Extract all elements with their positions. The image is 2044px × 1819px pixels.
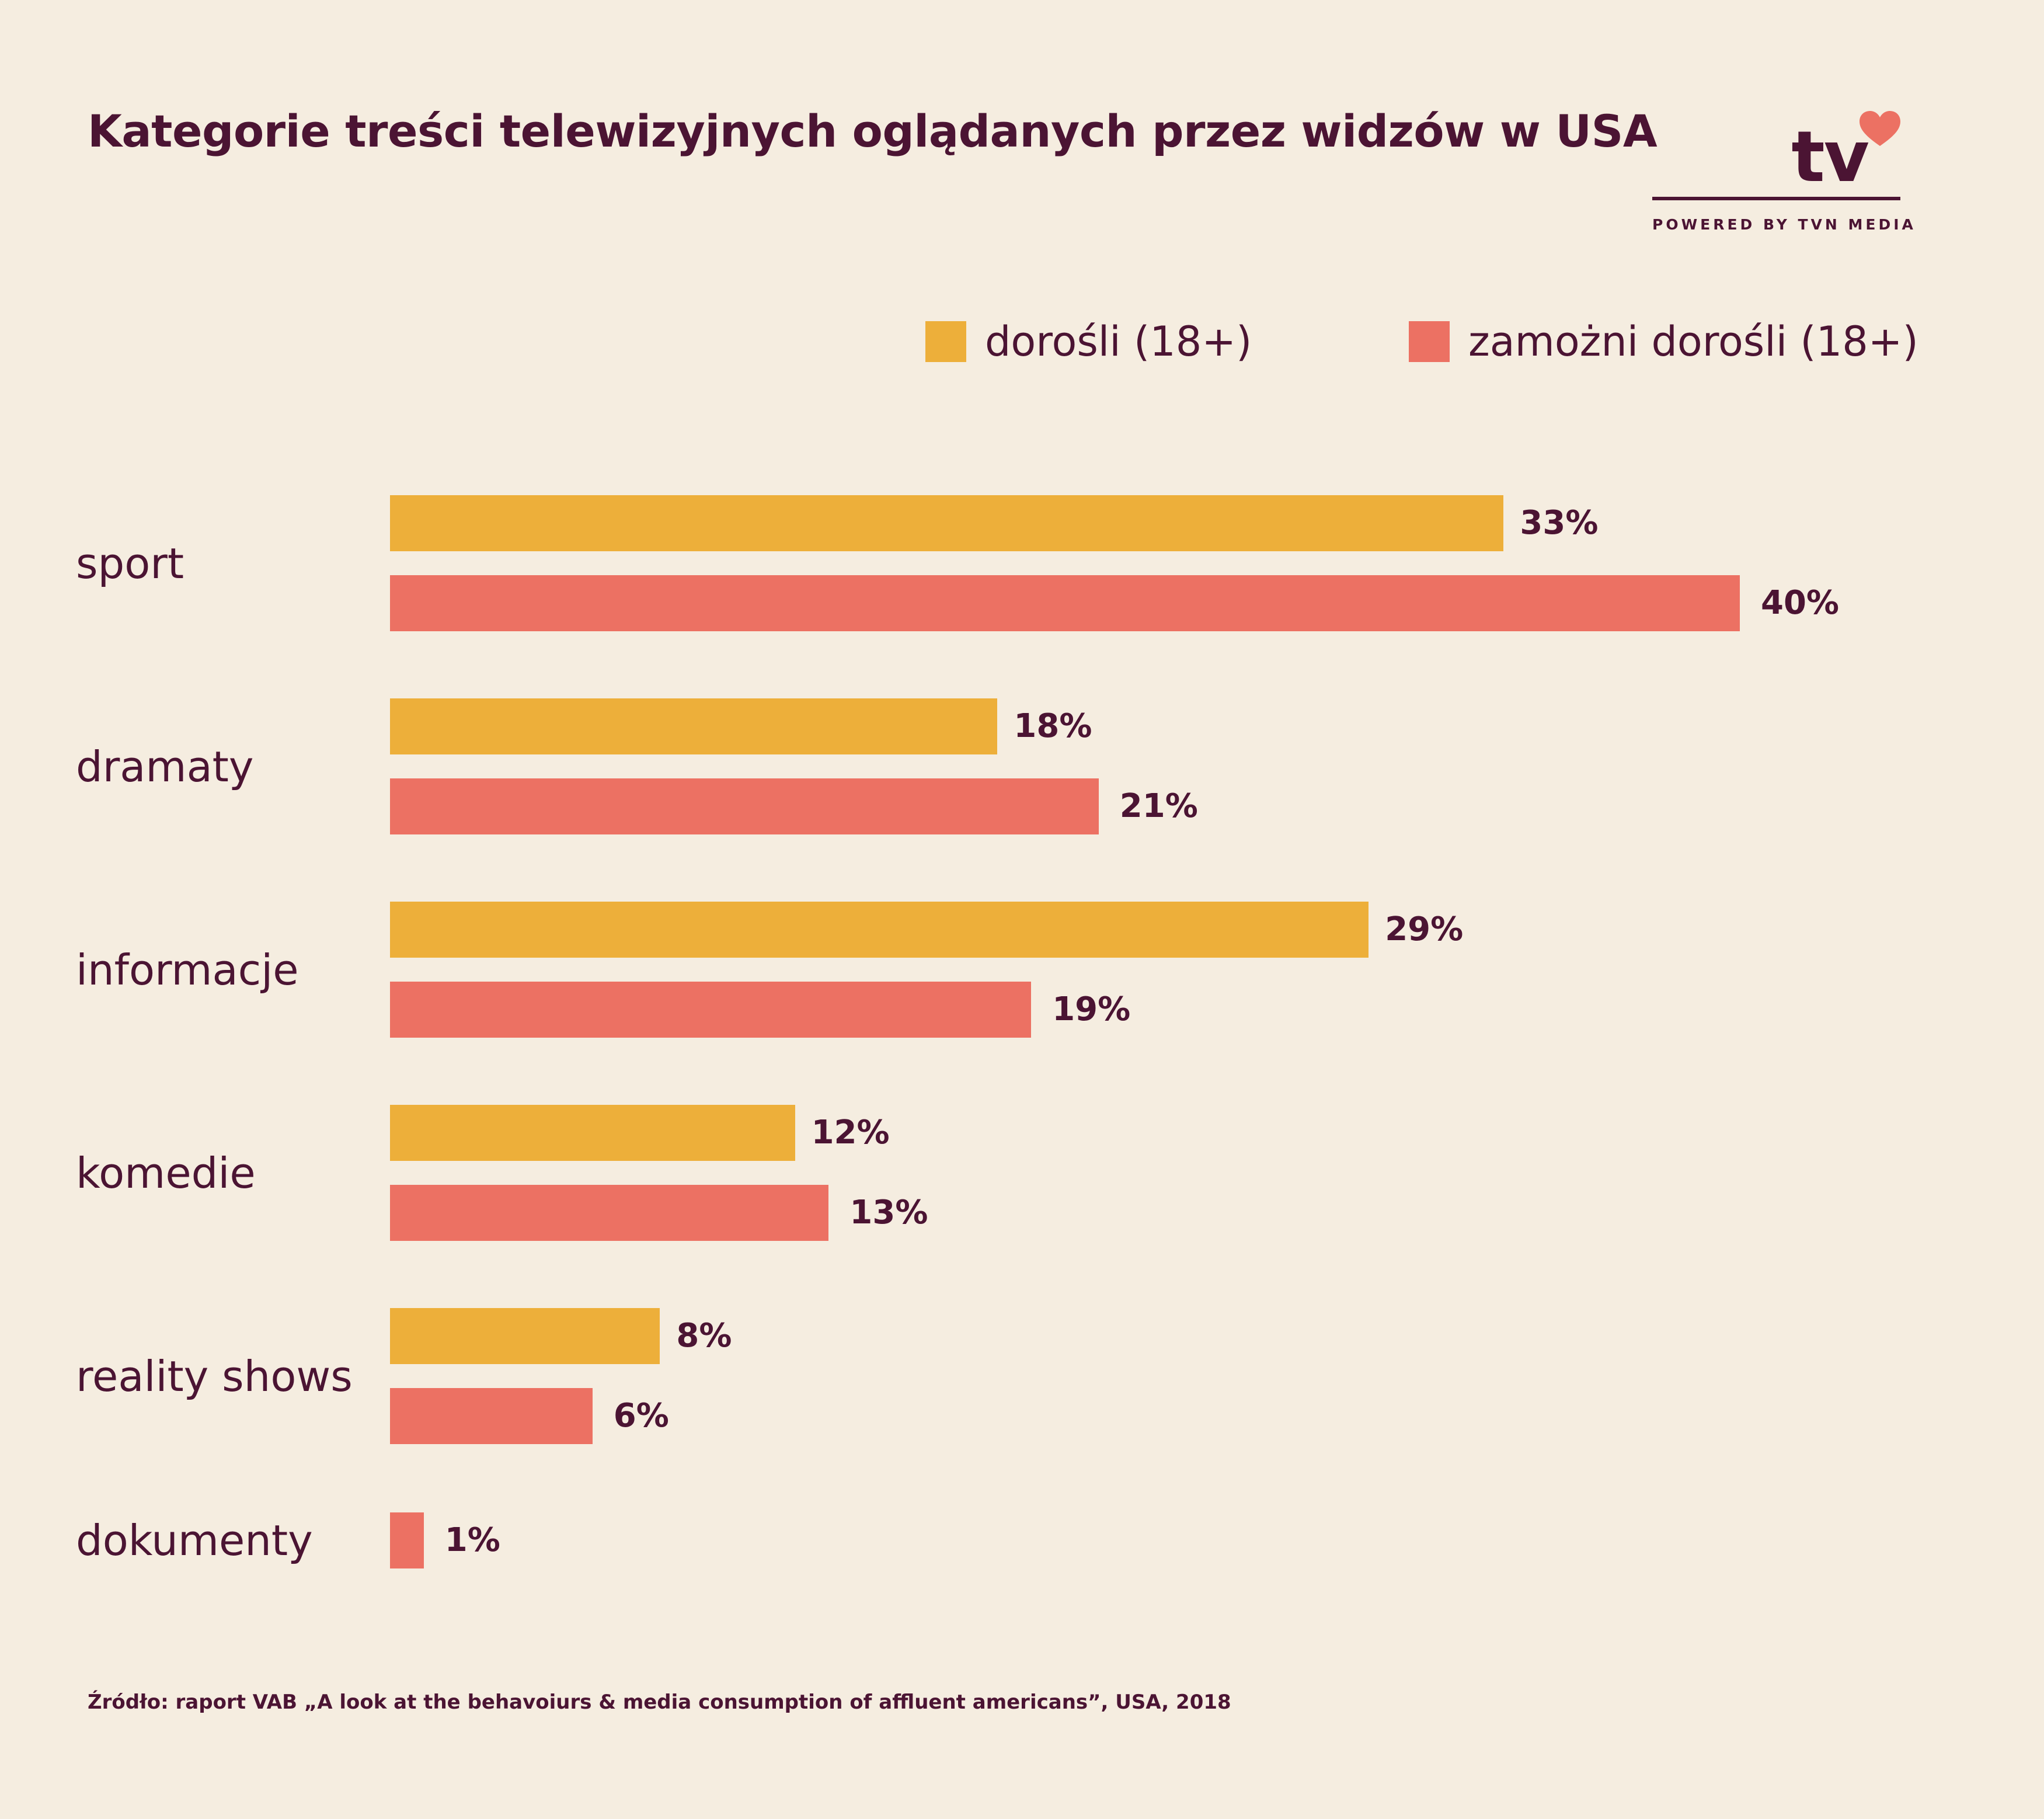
logo-divider (1652, 197, 1900, 200)
legend-item-adults: dorośli (18+) (925, 318, 1252, 366)
logo-tagline: POWERED BY TVN MEDIA (1652, 216, 1916, 233)
value-label: 12% (811, 1114, 890, 1152)
category-label: sport (76, 538, 184, 588)
bar-adults (390, 1308, 660, 1364)
tvn-logo: tv POWERED BY TVN MEDIA (1652, 105, 1916, 239)
bar-affluent (390, 1185, 829, 1241)
value-label: 40% (1761, 584, 1840, 622)
value-label: 21% (1119, 787, 1198, 825)
category-label: dokumenty (76, 1516, 313, 1565)
category-label: informacje (76, 945, 299, 994)
source-note: Źródło: raport VAB „A look at the behavo… (88, 1691, 1231, 1714)
bar-adults (390, 1105, 795, 1161)
bar-adults (390, 698, 998, 754)
category-label: dramaty (76, 742, 254, 791)
value-label: 6% (613, 1397, 669, 1435)
value-label: 18% (1014, 707, 1092, 745)
chart-title: Kategorie treści telewizyjnych oglądanyc… (88, 105, 1658, 157)
category-label: reality shows (76, 1351, 353, 1401)
heart-icon (1860, 111, 1900, 146)
value-label: 29% (1385, 910, 1464, 948)
value-label: 33% (1520, 504, 1599, 542)
legend-swatch-affluent (1409, 321, 1450, 362)
bar-affluent (390, 575, 1740, 631)
legend-label-affluent: zamożni dorośli (18+) (1468, 318, 1918, 366)
value-label: 8% (676, 1317, 732, 1355)
legend-label-adults: dorośli (18+) (985, 318, 1252, 366)
value-label: 13% (849, 1194, 928, 1232)
legend-item-affluent: zamożni dorośli (18+) (1409, 318, 1918, 366)
legend-swatch-adults (925, 321, 966, 362)
bar-affluent (390, 1388, 593, 1444)
bar-affluent (390, 1512, 424, 1568)
value-label: 19% (1052, 990, 1131, 1028)
logo-text: tv (1791, 117, 1869, 198)
category-label: komedie (76, 1148, 256, 1198)
bar-adults (390, 902, 1369, 958)
value-label: 1% (444, 1521, 500, 1559)
bar-affluent (390, 778, 1099, 834)
bar-affluent (390, 982, 1032, 1038)
bar-adults (390, 495, 1504, 551)
